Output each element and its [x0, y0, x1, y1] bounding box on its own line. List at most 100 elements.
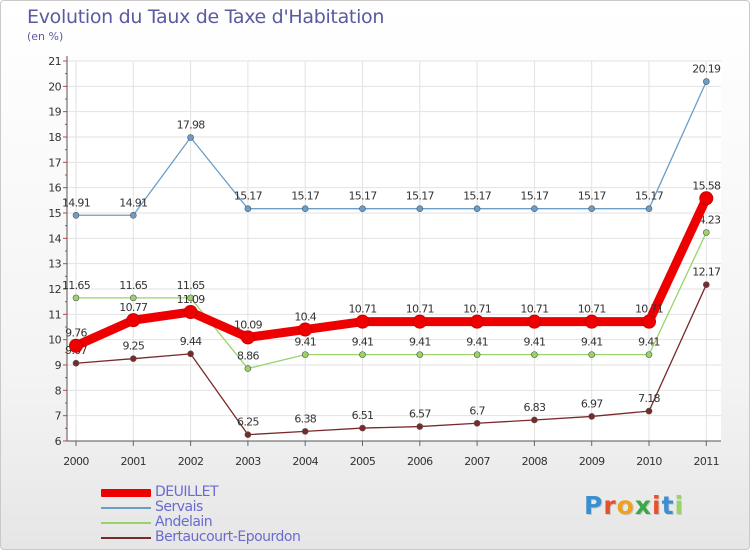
- y-tick-label: 17: [48, 156, 61, 169]
- y-tick-label: 18: [48, 131, 61, 144]
- x-tick-label: 2011: [693, 455, 719, 468]
- data-label-deuillet: 10.71: [635, 303, 663, 316]
- logo-letter: r: [603, 491, 617, 520]
- y-tick-label: 15: [48, 207, 61, 220]
- logo-letter: i: [652, 491, 662, 520]
- proxiti-logo: Proxiti: [584, 491, 684, 520]
- y-tick-label: 7: [55, 410, 62, 423]
- data-point-bertaucourt-epourdon: [416, 423, 424, 430]
- data-point-bertaucourt-epourdon: [473, 419, 481, 427]
- data-label-bertaucourt-epourdon: 12.17: [692, 266, 721, 279]
- data-point-deuillet: [240, 330, 255, 345]
- legend-swatch-servais: [101, 506, 151, 509]
- data-label-deuillet: 10.71: [463, 303, 491, 316]
- data-label-bertaucourt-epourdon: 6.38: [294, 412, 316, 425]
- data-point-deuillet: [527, 314, 542, 329]
- data-point-bertaucourt-epourdon: [301, 428, 309, 435]
- data-label-deuillet: 10.4: [294, 311, 316, 324]
- logo-letter: o: [616, 491, 635, 520]
- data-label-bertaucourt-epourdon: 9.25: [122, 340, 144, 353]
- data-point-andelain: [130, 294, 137, 302]
- data-point-bertaucourt-epourdon: [588, 413, 596, 420]
- data-label-bertaucourt-epourdon: 6.83: [524, 401, 546, 414]
- x-tick-label: 2010: [636, 455, 662, 468]
- legend-swatch-deuillet: [101, 488, 151, 497]
- data-point-deuillet: [642, 314, 656, 329]
- x-tick-label: 2009: [579, 455, 605, 468]
- legend-label-andelain: Andelain: [155, 514, 213, 530]
- legend-swatch-andelain: [101, 521, 151, 524]
- data-label-servais: 20.19: [692, 63, 721, 76]
- data-label-servais: 15.17: [291, 190, 320, 203]
- data-point-andelain: [359, 351, 366, 358]
- data-point-servais: [187, 134, 194, 141]
- data-point-bertaucourt-epourdon: [359, 424, 366, 432]
- y-tick-label: 12: [48, 283, 61, 296]
- legend-item-bertaucourt: Bertaucourt-Epourdon: [101, 529, 301, 545]
- data-label-servais: 15.17: [635, 190, 664, 203]
- x-tick-label: 2006: [407, 455, 433, 468]
- data-label-andelain: 9.41: [638, 336, 660, 349]
- x-tick-label: 2008: [522, 455, 548, 468]
- data-label-andelain: 9.41: [466, 336, 488, 349]
- data-point-andelain: [645, 351, 653, 358]
- legend: DEUILLET Servais Andelain Bertaucourt-Ep…: [101, 485, 301, 545]
- x-tick-label: 2005: [350, 455, 376, 468]
- y-tick-label: 16: [48, 182, 61, 195]
- data-label-bertaucourt-epourdon: 6.57: [409, 408, 431, 421]
- y-tick-label: 9: [55, 359, 62, 372]
- data-point-bertaucourt-epourdon: [645, 407, 653, 415]
- data-point-andelain: [473, 351, 481, 358]
- data-label-servais: 17.98: [177, 119, 206, 132]
- data-point-servais: [359, 205, 366, 212]
- data-point-servais: [244, 205, 252, 212]
- legend-item-deuillet: DEUILLET: [101, 485, 300, 500]
- data-label-andelain: 9.41: [524, 336, 546, 349]
- data-label-bertaucourt-epourdon: 9.44: [180, 335, 202, 348]
- y-tick-label: 8: [55, 384, 62, 397]
- logo-letter: i: [674, 491, 685, 520]
- legend-label-bertaucourt: Bertaucourt-Epourdon: [155, 529, 301, 545]
- data-point-servais: [72, 211, 80, 219]
- data-label-bertaucourt-epourdon: 6.97: [581, 397, 603, 410]
- y-tick-label: 10: [48, 334, 61, 347]
- data-label-servais: 15.17: [520, 190, 549, 203]
- data-point-deuillet: [470, 314, 485, 329]
- series-line-deuillet: [71, 193, 711, 351]
- data-point-deuillet: [126, 313, 141, 328]
- data-point-servais: [473, 205, 481, 212]
- legend-item-servais: Servais: [101, 500, 300, 515]
- legend-swatch-bertaucourt: [101, 536, 151, 539]
- data-point-andelain: [187, 294, 194, 302]
- data-point-servais: [301, 205, 309, 212]
- data-label-deuillet: 10.71: [578, 303, 606, 316]
- data-point-servais: [645, 205, 653, 212]
- data-label-servais: 15.17: [234, 190, 263, 203]
- series-line-andelain: [75, 231, 707, 370]
- data-point-bertaucourt-epourdon: [130, 355, 137, 362]
- data-label-andelain: 9.41: [294, 336, 316, 349]
- data-point-servais: [702, 78, 710, 85]
- data-point-andelain: [416, 351, 424, 358]
- data-point-bertaucourt-epourdon: [72, 359, 80, 367]
- data-point-bertaucourt-epourdon: [187, 350, 194, 358]
- data-label-deuillet: 10.71: [406, 303, 434, 316]
- data-point-bertaucourt-epourdon: [244, 431, 252, 438]
- y-tick-label: 14: [48, 232, 61, 245]
- data-label-andelain: 11.65: [177, 279, 206, 292]
- data-point-servais: [588, 205, 596, 212]
- chart-title: Evolution du Taux de Taxe d'Habitation: [27, 6, 385, 28]
- series-line-bertaucourt-epourdon: [75, 284, 707, 436]
- data-label-andelain: 11.65: [62, 279, 91, 292]
- data-label-servais: 14.91: [62, 196, 90, 209]
- data-point-andelain: [702, 229, 710, 236]
- data-point-andelain: [588, 351, 596, 358]
- y-tick-label: 13: [48, 258, 61, 271]
- x-tick-label: 2007: [464, 455, 490, 468]
- data-label-deuillet: 10.71: [520, 303, 548, 316]
- legend-label-servais: Servais: [155, 499, 203, 515]
- data-label-servais: 14.91: [119, 196, 147, 209]
- data-label-bertaucourt-epourdon: 7.18: [638, 392, 660, 405]
